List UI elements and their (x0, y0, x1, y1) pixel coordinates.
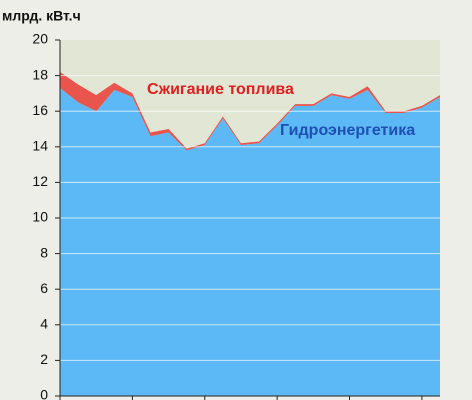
y-tick-label: 14 (32, 138, 48, 154)
area (60, 88, 440, 396)
y-tick-label: 20 (32, 31, 48, 47)
y-tick-label: 12 (32, 173, 48, 189)
y-tick-label: 8 (40, 244, 48, 260)
y-tick-label: 6 (40, 280, 48, 296)
y-tick-label: 4 (40, 316, 48, 332)
y-tick-label: 10 (32, 209, 48, 225)
y-tick-label: 16 (32, 102, 48, 118)
series-label: Сжигание топлива (147, 81, 294, 98)
y-tick-label: 18 (32, 66, 48, 82)
y-axis-label: млрд. кВт.ч (2, 8, 81, 24)
series-label: Гидроэнергетика (280, 122, 415, 139)
y-tick-label: 0 (40, 387, 48, 400)
y-tick-label: 2 (40, 351, 48, 367)
